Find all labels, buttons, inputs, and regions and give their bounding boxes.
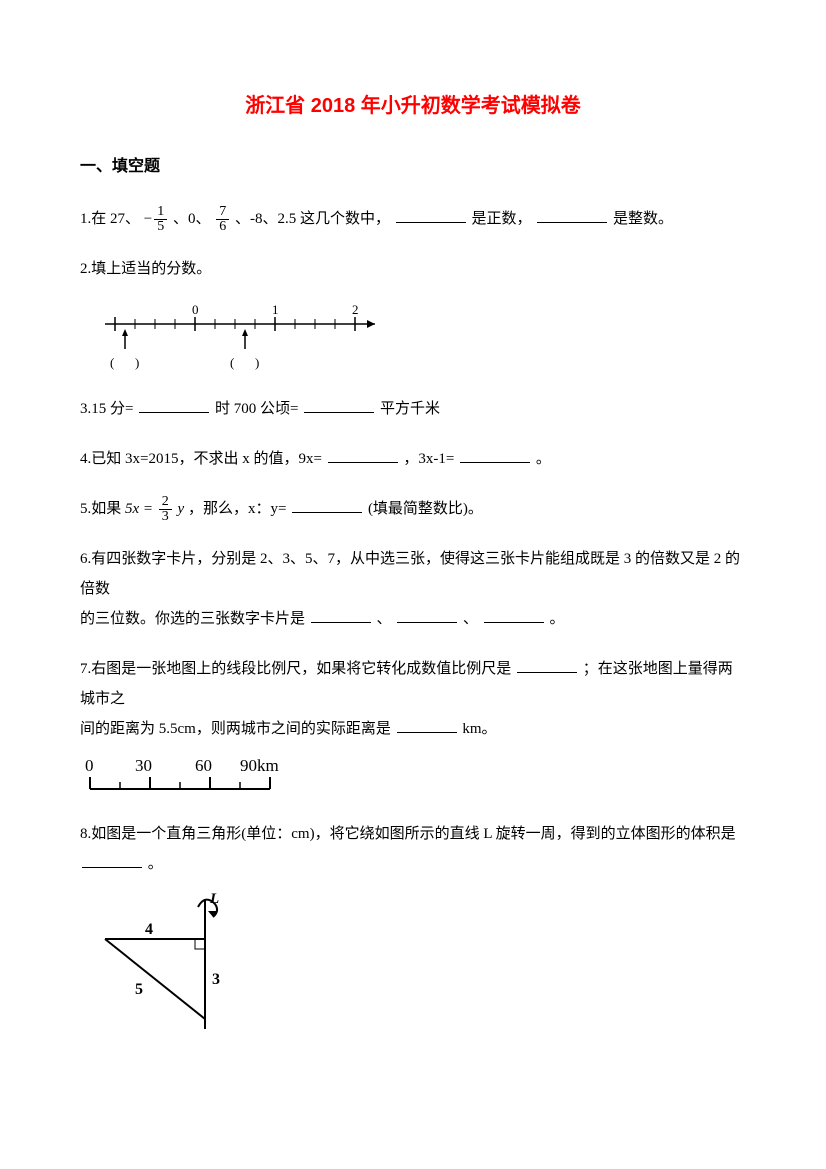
question-7: 7.右图是一张地图上的线段比例尺，如果将它转化成数值比例尺是 ；在这张地图上量得… (80, 654, 746, 799)
svg-text:0: 0 (192, 302, 199, 317)
svg-text:L: L (209, 891, 219, 907)
question-1: 1.在 27、 −15 、0、 76 、-8、2.5 这几个数中， 是正数， 是… (80, 204, 746, 234)
q4-mid: ，3x-1= (403, 451, 454, 467)
page-title: 浙江省 2018 年小升初数学考试模拟卷 (80, 90, 746, 122)
blank (517, 658, 577, 673)
svg-text:90km: 90km (240, 756, 279, 775)
svg-text:1: 1 (272, 302, 279, 317)
q1-mid2: 、-8、2.5 这几个数中， (235, 211, 390, 227)
blank (82, 853, 142, 868)
q8-line2: 。 (80, 849, 746, 879)
svg-text:60: 60 (195, 756, 212, 775)
blank (397, 608, 457, 623)
svg-text:30: 30 (135, 756, 152, 775)
svg-text:): ) (255, 355, 259, 370)
svg-text:): ) (135, 355, 139, 370)
triangle-figure: L 4 3 5 (80, 889, 746, 1039)
scale-ruler-svg: 0 30 60 90km (80, 754, 310, 799)
blank (139, 398, 209, 413)
question-5: 5.如果 5x = 23 y ，那么，x：y= (填最简整数比)。 (80, 494, 746, 524)
q4-prefix: 4.已知 3x=2015，不求出 x 的值，9x= (80, 451, 322, 467)
q5-frac: 23 (159, 495, 172, 524)
q3-prefix: 3.15 分= (80, 401, 133, 417)
q3-mid1: 时 700 公顷= (215, 401, 298, 417)
q1-suffix2: 是整数。 (613, 211, 673, 227)
q6-line2: 的三位数。你选的三张数字卡片是 、 、 。 (80, 604, 746, 634)
blank (304, 398, 374, 413)
number-line-svg: 0 1 2 ( ) ( ) (95, 299, 395, 374)
svg-text:(: ( (110, 355, 114, 370)
q7-line1: 7.右图是一张地图上的线段比例尺，如果将它转化成数值比例尺是 ；在这张地图上量得… (80, 654, 746, 714)
q1-neg: − (144, 211, 152, 227)
q1-frac2: 76 (216, 205, 229, 234)
svg-text:4: 4 (145, 921, 153, 938)
q1-mid1: 、0、 (173, 211, 211, 227)
question-6: 6.有四张数字卡片，分别是 2、3、5、7，从中选三张，使得这三张卡片能组成既是… (80, 544, 746, 634)
q5-mid: ，那么，x：y= (188, 501, 286, 517)
q8-line1: 8.如图是一个直角三角形(单位：cm)，将它绕如图所示的直线 L 旋转一周，得到… (80, 819, 746, 849)
question-3: 3.15 分= 时 700 公顷= 平方千米 (80, 394, 746, 424)
svg-text:0: 0 (85, 756, 94, 775)
q2-text: 2.填上适当的分数。 (80, 261, 211, 277)
triangle-svg: L 4 3 5 (80, 889, 250, 1039)
q5-eq-left: 5x = (125, 501, 153, 517)
q7-line2: 间的距离为 5.5cm，则两城市之间的实际距离是 km。 (80, 714, 746, 744)
blank (292, 498, 362, 513)
svg-text:(: ( (230, 355, 234, 370)
question-8: 8.如图是一个直角三角形(单位：cm)，将它绕如图所示的直线 L 旋转一周，得到… (80, 819, 746, 1039)
blank (460, 448, 530, 463)
q5-prefix: 5.如果 (80, 501, 125, 517)
q1-suffix1: 是正数， (472, 211, 532, 227)
question-4: 4.已知 3x=2015，不求出 x 的值，9x= ，3x-1= 。 (80, 444, 746, 474)
blank (397, 718, 457, 733)
blank (311, 608, 371, 623)
q1-prefix: 1.在 27、 (80, 211, 140, 227)
section-header: 一、填空题 (80, 154, 746, 180)
blank (484, 608, 544, 623)
svg-text:2: 2 (352, 302, 359, 317)
q5-eq-right: y (178, 501, 185, 517)
blank (328, 448, 398, 463)
q4-suffix: 。 (536, 451, 551, 467)
question-2: 2.填上适当的分数。 0 1 2 (80, 254, 746, 374)
blank (537, 208, 607, 223)
scale-ruler-figure: 0 30 60 90km (80, 754, 746, 799)
blank (396, 208, 466, 223)
svg-text:3: 3 (212, 971, 220, 988)
q1-frac1: 15 (154, 205, 167, 234)
svg-text:5: 5 (135, 981, 143, 998)
q3-suffix: 平方千米 (380, 401, 440, 417)
q5-suffix: (填最简整数比)。 (368, 501, 483, 517)
q6-line1: 6.有四张数字卡片，分别是 2、3、5、7，从中选三张，使得这三张卡片能组成既是… (80, 544, 746, 604)
number-line-figure: 0 1 2 ( ) ( ) (95, 299, 746, 374)
